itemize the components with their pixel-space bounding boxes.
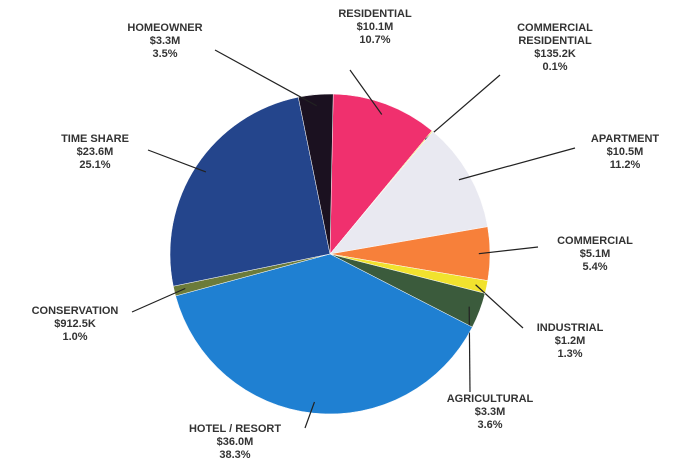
label-amount: $10.5M	[606, 146, 644, 158]
pie-slice	[298, 93, 334, 255]
leader-line	[424, 74, 501, 141]
slice-label: APARTMENT $10.5M 11.2%	[570, 133, 680, 172]
label-amount: $912.5K	[54, 318, 96, 330]
leader-line	[304, 401, 316, 429]
label-name: RESIDENTIAL	[338, 8, 412, 20]
label-percent: 38.3%	[219, 449, 251, 461]
slice-label: COMMERCIAL $5.1M 5.4%	[540, 235, 650, 274]
label-name: HOMEOWNER	[127, 22, 203, 34]
label-amount: $10.1M	[356, 21, 394, 33]
leader-line	[147, 149, 207, 173]
label-name: COMMERCIAL RESIDENTIAL	[517, 22, 593, 47]
label-amount: $23.6M	[76, 146, 114, 158]
slice-label: TIME SHARE $23.6M 25.1%	[40, 133, 150, 172]
label-percent: 25.1%	[79, 159, 111, 171]
leader-line	[468, 306, 471, 393]
label-percent: 3.5%	[152, 48, 178, 60]
label-percent: 10.7%	[359, 34, 391, 46]
slice-label: HOMEOWNER $3.3M 3.5%	[110, 22, 220, 61]
slice-label: HOTEL / RESORT $36.0M 38.3%	[175, 423, 295, 462]
label-name: TIME SHARE	[61, 133, 129, 145]
leader-line	[214, 49, 317, 107]
label-name: HOTEL / RESORT	[188, 423, 282, 435]
slice-label: INDUSTRIAL $1.2M 1.3%	[520, 322, 620, 361]
label-amount: $3.3M	[149, 35, 181, 47]
label-percent: 5.4%	[582, 261, 608, 273]
label-amount: $3.3M	[474, 406, 506, 418]
label-name: AGRICULTURAL	[446, 393, 534, 405]
label-percent: 1.0%	[62, 331, 88, 343]
slice-label: COMMERCIAL RESIDENTIAL $135.2K 0.1%	[505, 22, 605, 74]
slice-label: RESIDENTIAL $10.1M 10.7%	[315, 8, 435, 47]
slice-label: AGRICULTURAL $3.3M 3.6%	[435, 393, 545, 432]
label-amount: $135.2K	[534, 48, 576, 60]
pie-slice	[175, 253, 473, 415]
slice-label: CONSERVATION $912.5K 1.0%	[15, 305, 135, 344]
label-percent: 1.3%	[557, 348, 583, 360]
label-amount: $5.1M	[579, 248, 611, 260]
pie-slice	[329, 93, 433, 255]
leader-line	[131, 287, 186, 313]
leader-line	[478, 246, 539, 255]
label-percent: 0.1%	[542, 61, 568, 73]
leader-line	[349, 69, 383, 115]
leader-line	[475, 284, 524, 329]
label-name: CONSERVATION	[31, 305, 119, 317]
label-name: INDUSTRIAL	[536, 322, 604, 334]
label-percent: 3.6%	[477, 419, 503, 431]
label-percent: 11.2%	[609, 159, 641, 171]
label-name: APARTMENT	[590, 133, 660, 145]
leader-line	[458, 147, 576, 181]
label-name: COMMERCIAL	[557, 235, 633, 247]
pie-slice	[329, 130, 488, 255]
pie-slice	[169, 96, 331, 287]
label-amount: $1.2M	[554, 335, 586, 347]
label-amount: $36.0M	[216, 436, 254, 448]
